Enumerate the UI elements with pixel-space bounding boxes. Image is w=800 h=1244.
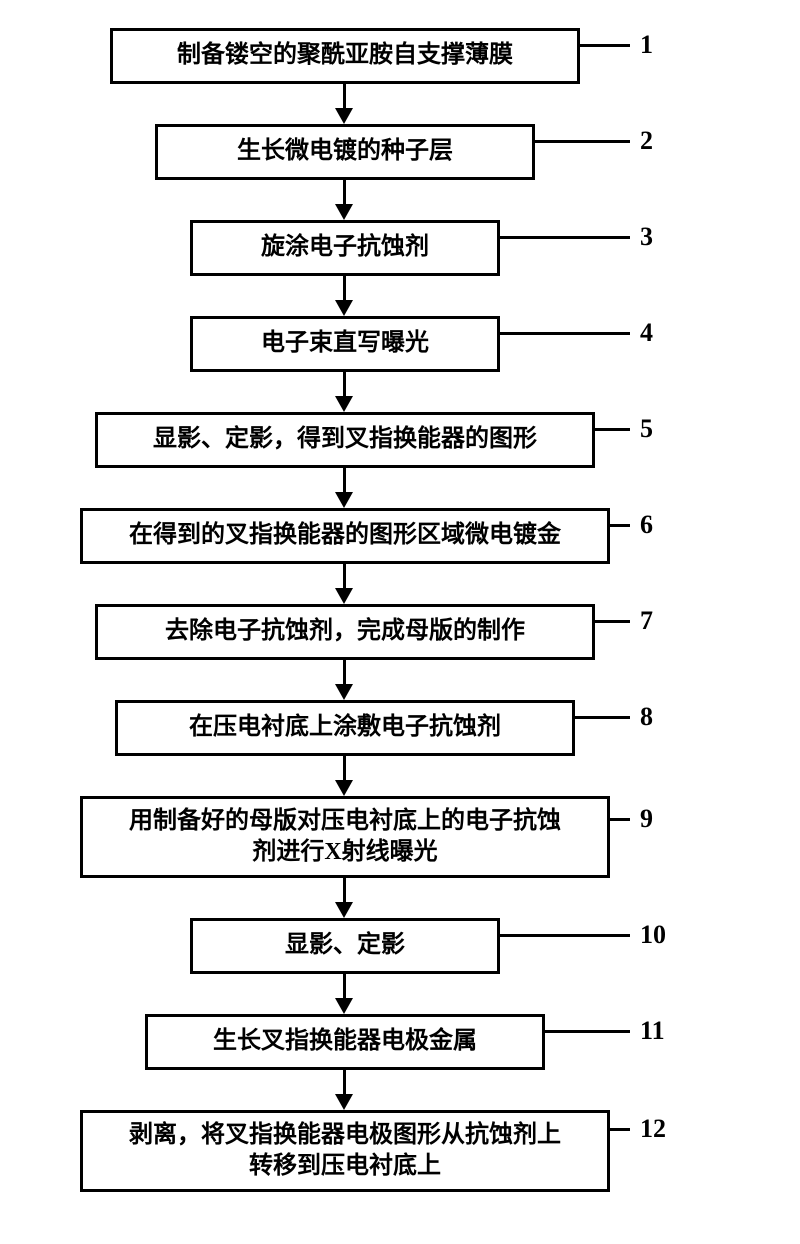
lead-line-8	[575, 716, 630, 719]
step-box-7: 去除电子抗蚀剂，完成母版的制作	[95, 604, 595, 660]
step-text-10: 显影、定影	[285, 930, 405, 961]
step-box-2: 生长微电镀的种子层	[155, 124, 535, 180]
lead-line-11	[545, 1030, 630, 1033]
lead-line-2	[535, 140, 630, 143]
lead-line-7	[595, 620, 630, 623]
lead-line-6	[610, 524, 630, 527]
step-text-4: 电子束直写曝光	[261, 328, 429, 359]
arrow-head-2	[335, 204, 353, 220]
lead-line-4	[500, 332, 630, 335]
arrow-head-10	[335, 998, 353, 1014]
step-text-8: 在压电衬底上涂敷电子抗蚀剂	[189, 712, 501, 743]
step-num-6: 6	[640, 510, 653, 540]
step-num-11: 11	[640, 1016, 665, 1046]
step-text-1: 制备镂空的聚酰亚胺自支撑薄膜	[177, 40, 513, 71]
arrow-4	[343, 372, 346, 398]
arrow-3	[343, 276, 346, 302]
step-box-1: 制备镂空的聚酰亚胺自支撑薄膜	[110, 28, 580, 84]
arrow-5	[343, 468, 346, 494]
arrow-head-5	[335, 492, 353, 508]
lead-line-10	[500, 934, 630, 937]
step-num-8: 8	[640, 702, 653, 732]
step-num-1: 1	[640, 30, 653, 60]
step-box-9: 用制备好的母版对压电衬底上的电子抗蚀 剂进行X射线曝光	[80, 796, 610, 878]
step-num-5: 5	[640, 414, 653, 444]
arrow-1	[343, 84, 346, 110]
arrow-head-4	[335, 396, 353, 412]
step-num-2: 2	[640, 126, 653, 156]
arrow-head-6	[335, 588, 353, 604]
lead-line-12	[610, 1128, 630, 1131]
arrow-2	[343, 180, 346, 206]
arrow-head-9	[335, 902, 353, 918]
step-box-4: 电子束直写曝光	[190, 316, 500, 372]
step-text-2: 生长微电镀的种子层	[237, 136, 453, 167]
step-text-12: 剥离，将叉指换能器电极图形从抗蚀剂上 转移到压电衬底上	[129, 1120, 561, 1182]
step-box-3: 旋涂电子抗蚀剂	[190, 220, 500, 276]
arrow-11	[343, 1070, 346, 1096]
arrow-head-3	[335, 300, 353, 316]
step-box-8: 在压电衬底上涂敷电子抗蚀剂	[115, 700, 575, 756]
step-text-7: 去除电子抗蚀剂，完成母版的制作	[165, 616, 525, 647]
step-num-12: 12	[640, 1114, 666, 1144]
arrow-10	[343, 974, 346, 1000]
step-num-3: 3	[640, 222, 653, 252]
arrow-7	[343, 660, 346, 686]
step-num-4: 4	[640, 318, 653, 348]
step-text-9: 用制备好的母版对压电衬底上的电子抗蚀 剂进行X射线曝光	[129, 806, 561, 868]
lead-line-5	[595, 428, 630, 431]
arrow-head-11	[335, 1094, 353, 1110]
step-text-3: 旋涂电子抗蚀剂	[261, 232, 429, 263]
arrow-head-8	[335, 780, 353, 796]
lead-line-1	[580, 44, 630, 47]
step-text-5: 显影、定影，得到叉指换能器的图形	[153, 424, 537, 455]
step-text-6: 在得到的叉指换能器的图形区域微电镀金	[129, 520, 561, 551]
arrow-8	[343, 756, 346, 782]
step-num-7: 7	[640, 606, 653, 636]
step-box-12: 剥离，将叉指换能器电极图形从抗蚀剂上 转移到压电衬底上	[80, 1110, 610, 1192]
lead-line-9	[610, 818, 630, 821]
lead-line-3	[500, 236, 630, 239]
arrow-6	[343, 564, 346, 590]
flowchart-container: 制备镂空的聚酰亚胺自支撑薄膜 1 生长微电镀的种子层 2 旋涂电子抗蚀剂 3 电…	[0, 0, 800, 1244]
step-box-5: 显影、定影，得到叉指换能器的图形	[95, 412, 595, 468]
step-text-11: 生长叉指换能器电极金属	[213, 1026, 477, 1057]
step-box-6: 在得到的叉指换能器的图形区域微电镀金	[80, 508, 610, 564]
arrow-9	[343, 878, 346, 904]
step-num-10: 10	[640, 920, 666, 950]
step-box-10: 显影、定影	[190, 918, 500, 974]
arrow-head-1	[335, 108, 353, 124]
arrow-head-7	[335, 684, 353, 700]
step-num-9: 9	[640, 804, 653, 834]
step-box-11: 生长叉指换能器电极金属	[145, 1014, 545, 1070]
